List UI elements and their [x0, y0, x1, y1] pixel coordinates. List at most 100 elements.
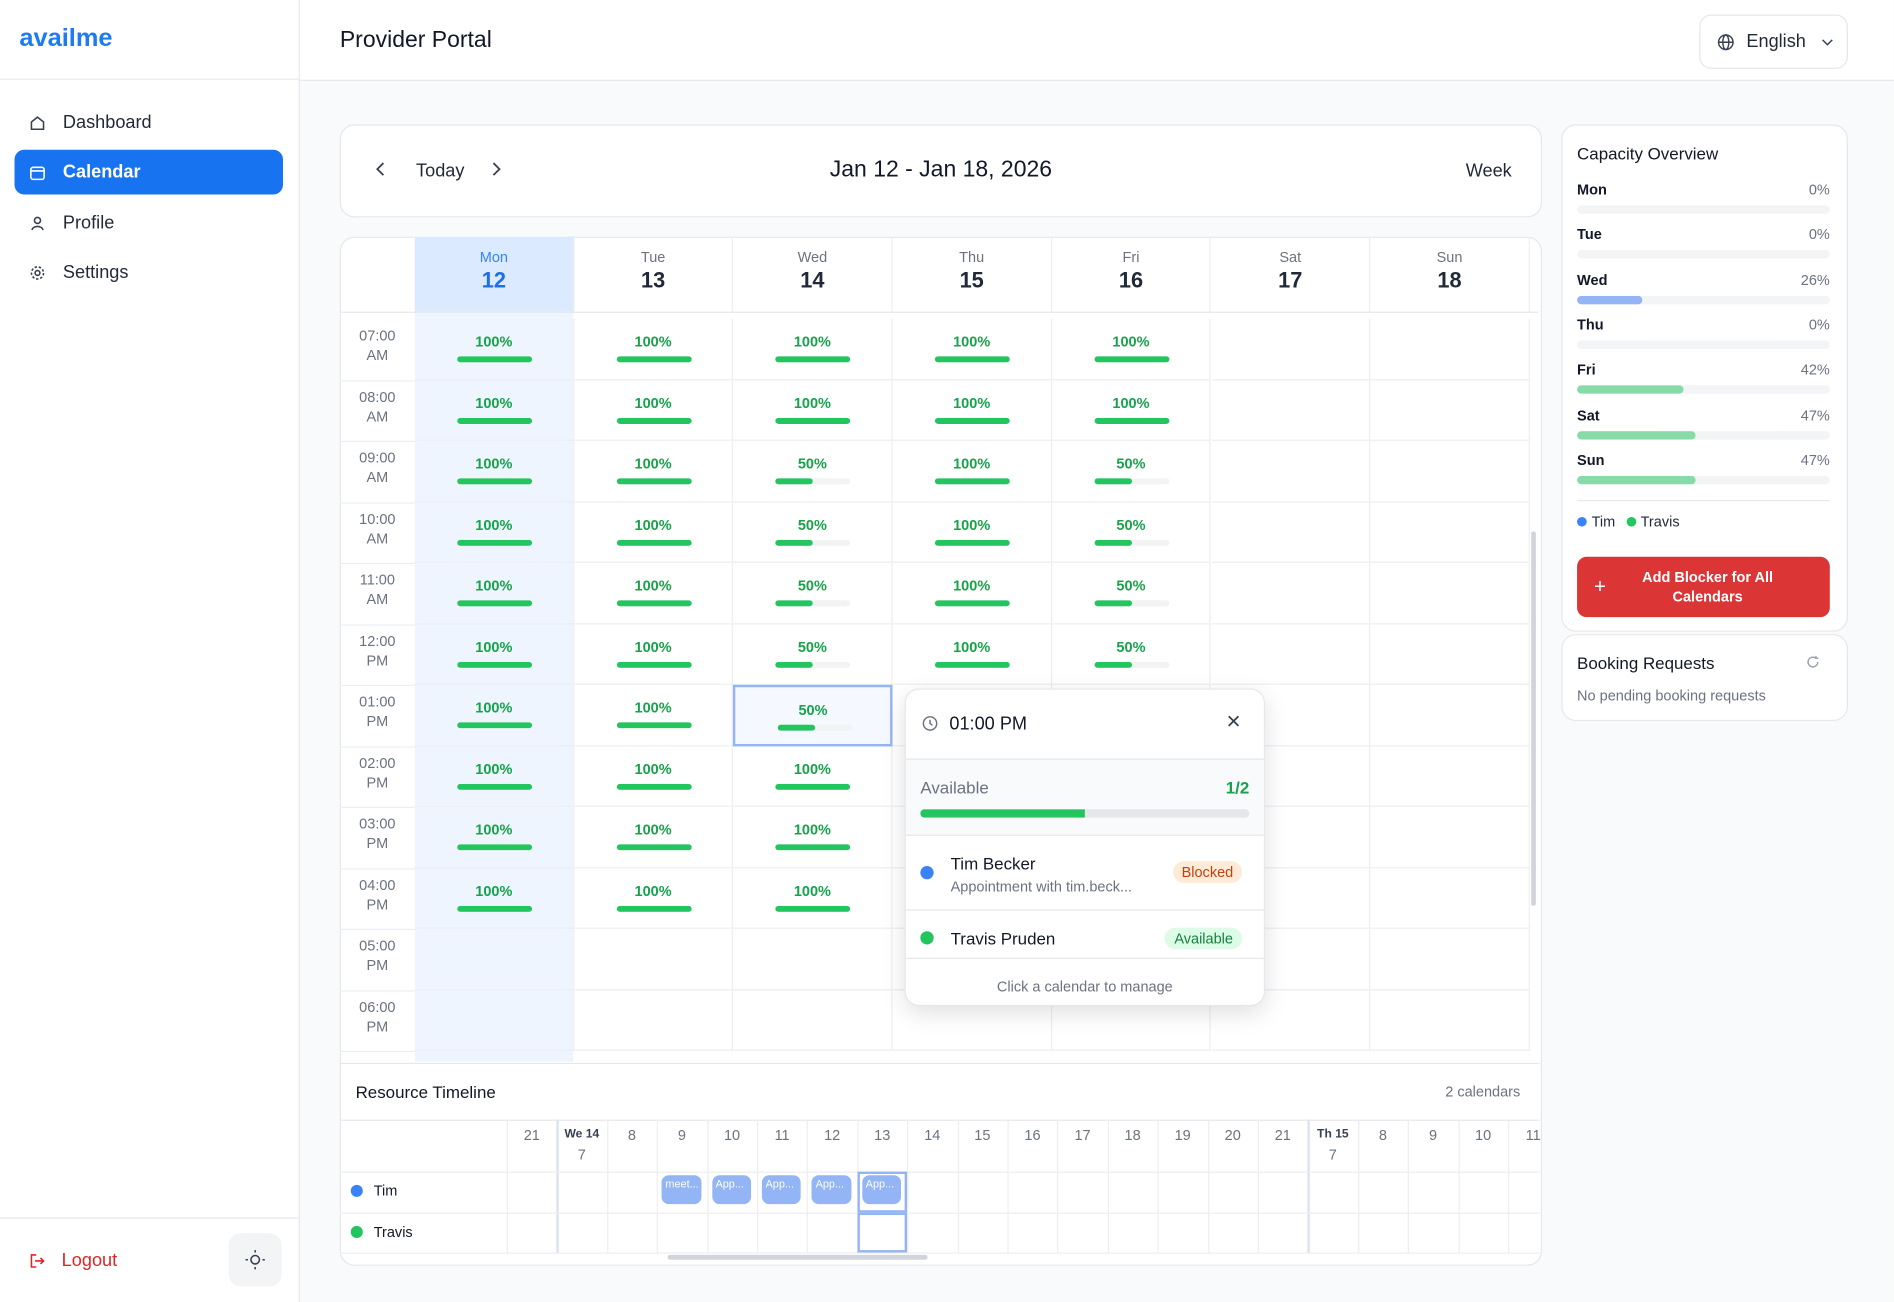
- calendar-cell[interactable]: [1211, 806, 1371, 868]
- language-select[interactable]: English: [1699, 14, 1848, 69]
- calendar-cell[interactable]: 100%: [892, 623, 1052, 685]
- day-header[interactable]: Thu 15: [893, 236, 1052, 312]
- calendar-cell[interactable]: 100%: [892, 562, 1052, 624]
- calendar-cell[interactable]: [1211, 928, 1371, 990]
- calendar-cell[interactable]: 50%: [733, 440, 893, 502]
- logout[interactable]: Logout: [29, 1250, 117, 1271]
- calendar-cell[interactable]: [1211, 379, 1371, 441]
- event-block[interactable]: App...: [711, 1175, 752, 1205]
- today-button[interactable]: Today: [416, 160, 465, 182]
- calendar-cell[interactable]: 100%: [414, 318, 575, 380]
- calendar-cell[interactable]: [1211, 440, 1371, 502]
- nav-item[interactable]: Settings: [15, 250, 283, 295]
- event-block[interactable]: meet...: [661, 1175, 701, 1205]
- calendar-cell[interactable]: 100%: [733, 867, 893, 929]
- calendar-cell[interactable]: 100%: [414, 379, 575, 441]
- calendar-cell[interactable]: 100%: [574, 623, 734, 685]
- close-button[interactable]: [1225, 713, 1242, 730]
- calendar-cell[interactable]: [1370, 806, 1530, 868]
- calendar-cell[interactable]: 50%: [733, 623, 893, 685]
- calendar-cell[interactable]: 100%: [414, 562, 575, 624]
- calendar-cell[interactable]: 50%: [1051, 501, 1212, 563]
- event-block[interactable]: App...: [811, 1175, 852, 1205]
- calendar-cell[interactable]: 100%: [414, 684, 575, 746]
- calendar-cell[interactable]: 100%: [574, 562, 734, 624]
- calendar-cell[interactable]: [733, 928, 893, 990]
- calendar-cell[interactable]: [1370, 379, 1530, 441]
- day-header[interactable]: Mon 12: [414, 236, 575, 312]
- calendar-cell[interactable]: [1370, 745, 1530, 807]
- calendar-cell[interactable]: [1370, 928, 1530, 990]
- calendar-cell[interactable]: 100%: [733, 806, 893, 868]
- calendar-cell[interactable]: [1211, 562, 1371, 624]
- calendar-cell[interactable]: 100%: [574, 745, 734, 807]
- brand[interactable]: availme: [19, 24, 113, 52]
- calendar-cell[interactable]: 100%: [1051, 318, 1212, 380]
- calendar-cell[interactable]: 100%: [414, 440, 575, 502]
- day-header[interactable]: Tue 13: [574, 236, 734, 312]
- calendar-cell[interactable]: [1211, 989, 1371, 1051]
- calendar-cell[interactable]: [1370, 501, 1530, 563]
- add-blocker-button[interactable]: + Add Blocker for All Calendars: [1577, 556, 1830, 618]
- day-header[interactable]: Wed 14: [733, 236, 893, 312]
- calendar-cell[interactable]: 50%: [1051, 440, 1212, 502]
- nav-item[interactable]: Dashboard: [15, 100, 283, 145]
- person-name[interactable]: Travis Pruden: [950, 928, 1056, 949]
- calendar-cell[interactable]: [1211, 318, 1371, 380]
- event-block[interactable]: App...: [761, 1175, 802, 1205]
- calendar-cell[interactable]: 50%: [733, 684, 893, 746]
- scrollbar[interactable]: [1531, 531, 1536, 906]
- event-block[interactable]: App...: [862, 1175, 902, 1205]
- calendar-cell[interactable]: [1370, 989, 1530, 1051]
- calendar-cell[interactable]: 100%: [892, 379, 1052, 441]
- calendar-cell[interactable]: [1370, 562, 1530, 624]
- calendar-cell[interactable]: [733, 989, 893, 1051]
- calendar-cell[interactable]: [414, 928, 575, 990]
- calendar-cell[interactable]: 100%: [733, 745, 893, 807]
- calendar-cell[interactable]: 100%: [892, 318, 1052, 380]
- calendar-cell[interactable]: 100%: [574, 684, 734, 746]
- calendar-cell[interactable]: 100%: [574, 867, 734, 929]
- calendar-cell[interactable]: 100%: [574, 318, 734, 380]
- calendar-cell[interactable]: 100%: [414, 867, 575, 929]
- calendar-cell[interactable]: 50%: [1051, 623, 1212, 685]
- calendar-cell[interactable]: [574, 989, 734, 1051]
- calendar-cell[interactable]: 50%: [733, 501, 893, 563]
- day-header[interactable]: Sun 18: [1370, 236, 1530, 312]
- refresh-button[interactable]: [1806, 655, 1821, 669]
- day-header[interactable]: Sat 17: [1211, 236, 1371, 312]
- prev-button[interactable]: [372, 161, 389, 178]
- calendar-cell[interactable]: 100%: [414, 501, 575, 563]
- calendar-cell[interactable]: [1370, 867, 1530, 929]
- calendar-cell[interactable]: [1211, 623, 1371, 685]
- calendar-cell[interactable]: 50%: [1051, 562, 1212, 624]
- calendar-cell[interactable]: [1211, 684, 1371, 746]
- calendar-cell[interactable]: 100%: [733, 379, 893, 441]
- calendar-cell[interactable]: 100%: [733, 318, 893, 380]
- person-name[interactable]: Tim Becker: [950, 853, 1036, 874]
- nav-item[interactable]: Profile: [15, 200, 283, 245]
- calendar-cell[interactable]: 100%: [574, 501, 734, 563]
- calendar-cell[interactable]: [1370, 623, 1530, 685]
- calendar-cell[interactable]: [574, 928, 734, 990]
- nav-item[interactable]: Calendar: [14, 149, 283, 195]
- theme-toggle[interactable]: [228, 1233, 282, 1287]
- calendar-cell[interactable]: [1370, 684, 1530, 746]
- calendar-cell[interactable]: 100%: [574, 379, 734, 441]
- calendar-cell[interactable]: [1211, 745, 1371, 807]
- calendar-cell[interactable]: [414, 989, 575, 1051]
- calendar-cell[interactable]: 100%: [414, 745, 575, 807]
- calendar-cell[interactable]: 100%: [414, 623, 575, 685]
- calendar-cell[interactable]: [1370, 318, 1530, 380]
- calendar-cell[interactable]: [892, 989, 1052, 1051]
- calendar-cell[interactable]: [1370, 440, 1530, 502]
- day-header[interactable]: Fri 16: [1052, 236, 1212, 312]
- calendar-cell[interactable]: 100%: [414, 806, 575, 868]
- calendar-cell[interactable]: 100%: [574, 806, 734, 868]
- view-select[interactable]: Week: [1465, 160, 1512, 182]
- calendar-cell[interactable]: 100%: [574, 440, 734, 502]
- next-button[interactable]: [487, 161, 504, 178]
- calendar-cell[interactable]: [1051, 989, 1212, 1051]
- calendar-cell[interactable]: 100%: [1051, 379, 1212, 441]
- calendar-cell[interactable]: [1211, 867, 1371, 929]
